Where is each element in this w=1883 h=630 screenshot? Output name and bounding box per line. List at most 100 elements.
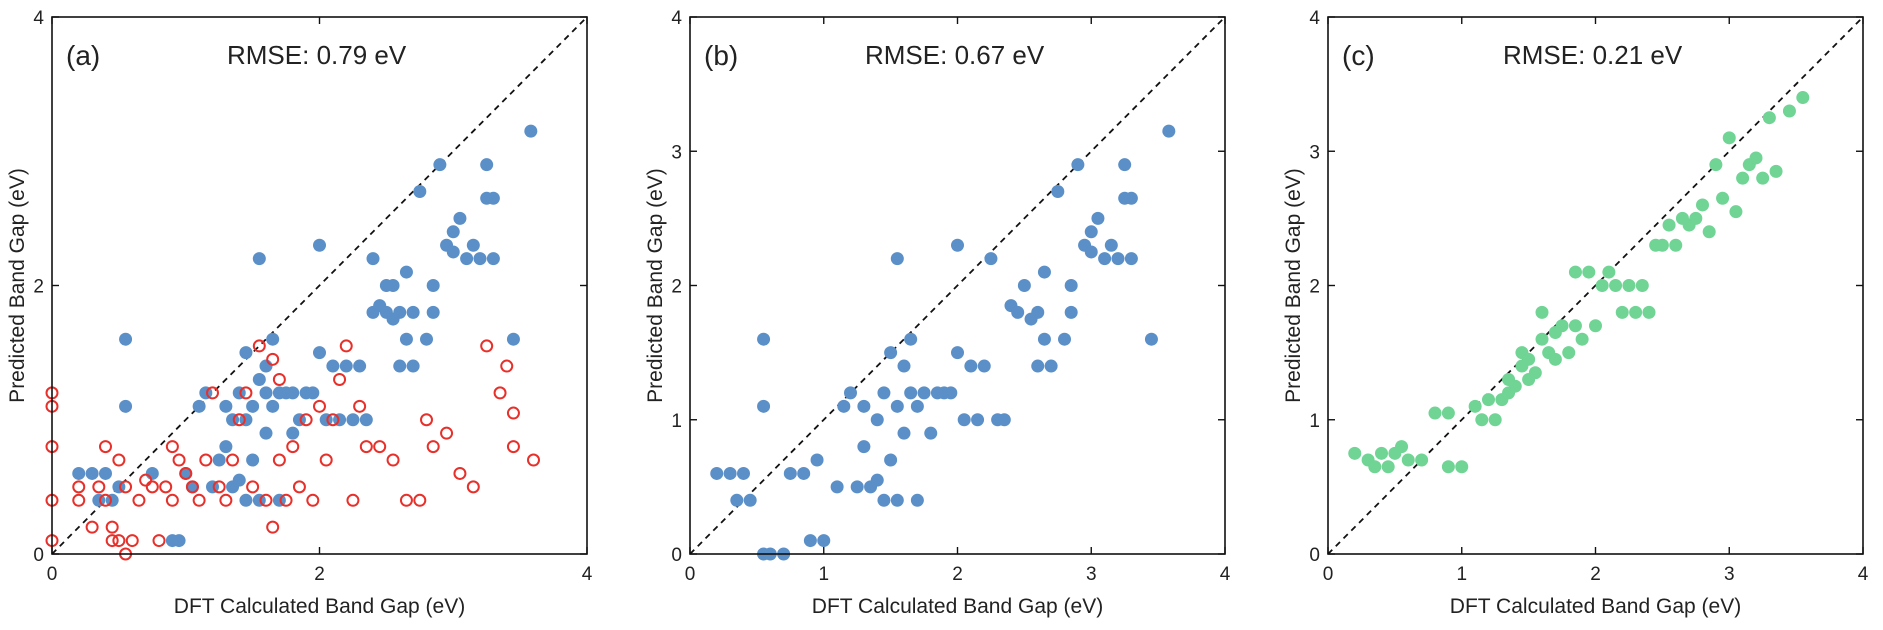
data-point — [1468, 399, 1482, 413]
rmse-annotation: RMSE: 0.79 eV — [227, 40, 407, 70]
data-point — [1118, 158, 1132, 172]
data-point — [1031, 305, 1045, 319]
x-axis-label: DFT Calculated Band Gap (eV) — [1450, 595, 1741, 618]
data-point — [1475, 413, 1489, 427]
data-point — [1098, 252, 1112, 266]
data-point — [971, 413, 985, 427]
data-point — [420, 413, 433, 427]
data-point — [1602, 265, 1616, 279]
data-point — [857, 440, 871, 454]
data-point — [870, 413, 884, 427]
data-point — [1348, 446, 1362, 460]
data-point — [506, 406, 520, 420]
data-point — [1689, 211, 1703, 225]
y-axis-label: Predicted Band Gap (eV) — [6, 168, 29, 403]
data-point — [1488, 413, 1502, 427]
data-point — [373, 440, 387, 454]
data-point — [1548, 352, 1562, 366]
data-point — [1522, 352, 1536, 366]
x-tick-label: 2 — [1590, 564, 1601, 585]
data-point — [185, 480, 199, 494]
data-point — [1381, 460, 1395, 474]
data-point — [810, 453, 824, 467]
data-point — [1104, 238, 1118, 252]
data-point — [266, 352, 280, 366]
data-point — [1415, 453, 1429, 467]
data-point — [259, 386, 273, 400]
data-point — [1729, 205, 1743, 219]
data-point — [333, 372, 347, 386]
data-point — [890, 252, 904, 266]
y-axis-label: Predicted Band Gap (eV) — [644, 168, 667, 403]
x-tick-label: 3 — [1724, 564, 1735, 585]
data-point — [239, 346, 253, 360]
data-point — [406, 359, 420, 373]
data-point — [730, 493, 744, 507]
data-point — [1091, 211, 1105, 225]
data-point — [453, 466, 467, 480]
data-point — [286, 440, 300, 454]
data-point — [313, 346, 326, 360]
x-tick-label: 2 — [952, 564, 963, 585]
y-tick-label: 1 — [671, 411, 682, 432]
y-tick-label: 0 — [671, 545, 682, 566]
data-point — [1642, 305, 1656, 319]
data-point — [1441, 460, 1455, 474]
data-point — [1568, 265, 1582, 279]
data-point — [440, 426, 454, 440]
data-point — [951, 238, 964, 252]
data-point — [466, 238, 480, 252]
data-point — [246, 399, 260, 413]
y-tick-label: 0 — [1309, 545, 1320, 566]
y-tick-label: 4 — [671, 8, 682, 29]
y-tick-label: 2 — [33, 277, 44, 298]
y-tick-label: 4 — [1309, 8, 1320, 29]
data-point — [359, 413, 373, 427]
data-point — [192, 399, 206, 413]
data-point — [904, 332, 918, 346]
data-point — [446, 225, 460, 239]
data-point — [957, 413, 971, 427]
data-point — [272, 372, 286, 386]
data-point — [152, 534, 166, 548]
data-point — [506, 440, 520, 454]
chart-panel: 0 1 2 3 4 0 1 2 3 4 DFT Calculated Band Gap (eV) Pr… — [1282, 8, 1869, 618]
data-point — [313, 238, 326, 252]
data-point — [406, 305, 420, 319]
data-point — [1071, 158, 1085, 172]
data-point — [246, 480, 260, 494]
data-point — [393, 305, 407, 319]
data-point — [99, 493, 112, 507]
data-point — [219, 399, 233, 413]
data-point — [1528, 366, 1542, 380]
data-point — [1375, 446, 1388, 460]
data-point — [1722, 131, 1736, 145]
data-point — [286, 426, 300, 440]
series-0 — [1348, 91, 1810, 474]
x-tick-label: 0 — [685, 564, 696, 585]
data-point — [1655, 238, 1669, 252]
data-point — [1482, 393, 1495, 407]
data-point — [112, 453, 126, 467]
data-point — [493, 386, 507, 400]
y-tick-label: 3 — [671, 142, 682, 163]
data-point — [139, 473, 153, 487]
data-point — [1635, 279, 1649, 292]
data-point — [1011, 305, 1025, 319]
data-point — [897, 426, 911, 440]
data-point — [1696, 198, 1709, 212]
data-point — [1709, 158, 1723, 172]
data-point — [326, 359, 340, 373]
data-point — [1702, 225, 1716, 239]
data-point — [1162, 124, 1176, 138]
data-point — [319, 453, 333, 467]
data-point — [917, 386, 931, 400]
data-point — [1044, 359, 1058, 373]
data-point — [252, 372, 266, 386]
data-point — [105, 520, 119, 534]
data-point — [857, 399, 871, 413]
data-point — [1017, 279, 1031, 292]
x-tick-label: 4 — [1858, 564, 1869, 585]
data-point — [924, 426, 938, 440]
data-point — [179, 466, 193, 480]
